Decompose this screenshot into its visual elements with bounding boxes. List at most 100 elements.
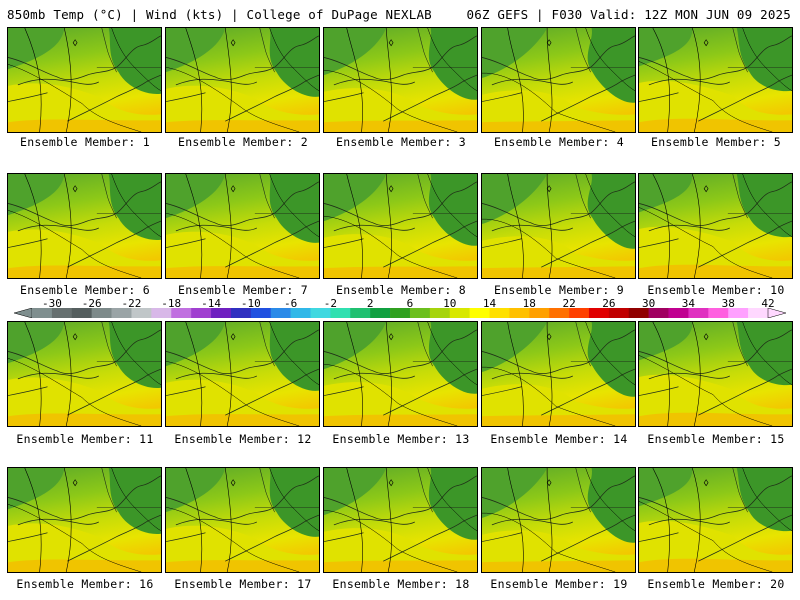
ensemble-member-label: Ensemble Member: 1 xyxy=(19,135,151,149)
colorbar-tick-label: -10 xyxy=(240,297,261,310)
colorbar-swatch xyxy=(370,308,391,318)
run-valid-time: 06Z GEFS | F030 Valid: 12Z MON JUN 09 20… xyxy=(466,7,791,22)
colorbar-swatch xyxy=(270,308,291,318)
temperature-map xyxy=(166,28,319,132)
colorbar-swatch xyxy=(509,308,530,318)
colorbar-swatch xyxy=(489,308,510,318)
colorbar-swatch xyxy=(449,308,470,318)
colorbar-tick-label: 6 xyxy=(406,297,414,310)
temperature-map xyxy=(324,174,477,278)
ensemble-map-panel xyxy=(7,467,162,573)
colorbar-min-arrow xyxy=(14,308,33,318)
colorbar-swatch xyxy=(409,308,431,318)
ensemble-member-label: Ensemble Member: 20 xyxy=(647,577,785,591)
ensemble-map-panel xyxy=(165,173,320,279)
ensemble-map-panel xyxy=(323,321,478,427)
colorbar-swatch xyxy=(469,308,490,318)
colorbar-tick-label: 22 xyxy=(562,297,576,310)
temperature-map xyxy=(324,322,477,426)
ensemble-map-panel xyxy=(638,321,793,427)
colorbar-swatch xyxy=(429,308,451,318)
temperature-map xyxy=(8,28,161,132)
ensemble-map-panel xyxy=(165,321,320,427)
colorbar-swatch xyxy=(608,308,630,318)
colorbar-swatch xyxy=(748,308,769,318)
ensemble-member-label: Ensemble Member: 6 xyxy=(19,283,151,297)
temperature-map xyxy=(8,174,161,278)
colorbar-swatch xyxy=(51,308,73,318)
colorbar-swatch xyxy=(529,308,550,318)
temperature-map xyxy=(324,468,477,572)
temperature-map xyxy=(639,322,792,426)
chart-title: 850mb Temp (°C) | Wind (kts) | College o… xyxy=(7,7,432,22)
ensemble-member-label: Ensemble Member: 8 xyxy=(335,283,467,297)
ensemble-member-label: Ensemble Member: 17 xyxy=(174,577,312,591)
ensemble-map-panel xyxy=(7,321,162,427)
colorbar-swatch xyxy=(648,308,669,318)
temperature-map xyxy=(8,322,161,426)
colorbar-tick-label: 38 xyxy=(721,297,735,310)
temperature-colorbar xyxy=(14,308,786,318)
colorbar-swatch xyxy=(569,308,590,318)
ensemble-map-panel xyxy=(481,467,636,573)
colorbar-tick-label: 2 xyxy=(366,297,374,310)
colorbar-swatch xyxy=(628,308,649,318)
colorbar-tick-label: 42 xyxy=(761,297,775,310)
ensemble-member-label: Ensemble Member: 4 xyxy=(493,135,625,149)
colorbar-swatch xyxy=(350,308,371,318)
temperature-map xyxy=(482,28,635,132)
ensemble-member-label: Ensemble Member: 7 xyxy=(177,283,309,297)
colorbar-tick-label: -14 xyxy=(201,297,221,310)
colorbar-swatch xyxy=(131,308,152,318)
temperature-map xyxy=(482,468,635,572)
colorbar-tick-label: 18 xyxy=(522,297,536,310)
colorbar-swatch xyxy=(290,308,311,318)
temperature-map xyxy=(166,174,319,278)
ensemble-map-panel xyxy=(638,27,793,133)
colorbar-tick-label: -2 xyxy=(323,297,337,310)
colorbar-tick-label: 10 xyxy=(443,297,457,310)
colorbar-swatch xyxy=(390,308,411,318)
colorbar-swatch xyxy=(728,308,749,318)
colorbar-swatch xyxy=(211,308,232,318)
colorbar-swatch xyxy=(588,308,610,318)
colorbar-swatch xyxy=(310,308,331,318)
colorbar-swatch xyxy=(171,308,192,318)
colorbar-swatch xyxy=(668,308,689,318)
colorbar-tick-label: 30 xyxy=(642,297,656,310)
ensemble-map-panel xyxy=(323,173,478,279)
temperature-map xyxy=(639,174,792,278)
ensemble-member-label: Ensemble Member: 14 xyxy=(490,432,628,446)
colorbar-swatch xyxy=(708,308,729,318)
ensemble-member-label: Ensemble Member: 5 xyxy=(650,135,782,149)
ensemble-member-label: Ensemble Member: 11 xyxy=(16,432,154,446)
colorbar-tick-label: -26 xyxy=(81,297,102,310)
temperature-map xyxy=(8,468,161,572)
temperature-map xyxy=(166,322,319,426)
colorbar-tick-label: -6 xyxy=(283,297,298,310)
ensemble-member-label: Ensemble Member: 19 xyxy=(490,577,628,591)
temperature-map xyxy=(482,322,635,426)
temperature-map xyxy=(639,468,792,572)
ensemble-map-panel xyxy=(165,27,320,133)
colorbar-tick-label: -18 xyxy=(161,297,182,310)
ensemble-map-panel xyxy=(7,173,162,279)
ensemble-member-label: Ensemble Member: 9 xyxy=(493,283,625,297)
temperature-map xyxy=(166,468,319,572)
ensemble-member-label: Ensemble Member: 16 xyxy=(16,577,154,591)
colorbar-swatch xyxy=(151,308,172,318)
ensemble-member-label: Ensemble Member: 3 xyxy=(335,135,467,149)
temperature-map xyxy=(639,28,792,132)
ensemble-member-label: Ensemble Member: 15 xyxy=(647,432,785,446)
colorbar-tick-label: 26 xyxy=(602,297,616,310)
colorbar-tick-label: -30 xyxy=(41,297,62,310)
colorbar-max-arrow xyxy=(767,308,786,318)
ensemble-member-label: Ensemble Member: 12 xyxy=(174,432,312,446)
colorbar-swatch xyxy=(91,308,112,318)
ensemble-map-panel xyxy=(7,27,162,133)
ensemble-member-label: Ensemble Member: 13 xyxy=(332,432,470,446)
temperature-map xyxy=(482,174,635,278)
ensemble-map-panel xyxy=(481,321,636,427)
ensemble-map-panel xyxy=(481,173,636,279)
ensemble-map-panel xyxy=(638,173,793,279)
